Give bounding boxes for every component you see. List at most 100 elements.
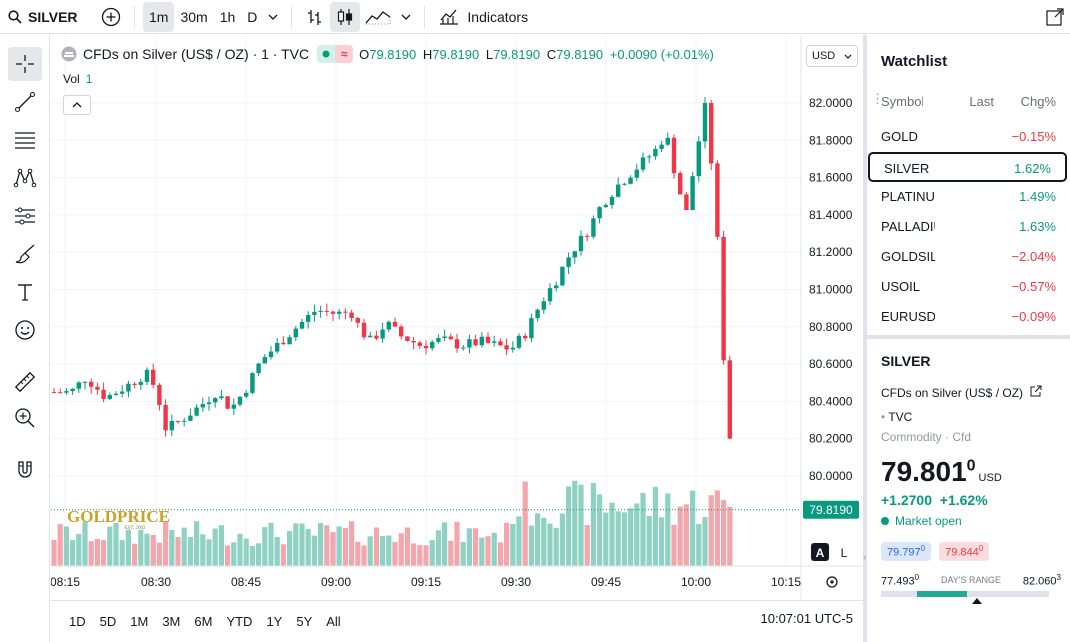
- bar-chart-type-button[interactable]: [300, 2, 330, 32]
- time-tick-label: 08:45: [231, 575, 261, 589]
- volume-bar: [479, 537, 485, 566]
- volume-bar: [299, 523, 305, 566]
- candle-body: [132, 383, 137, 385]
- volume-bar: [473, 528, 479, 566]
- volume-value: 1: [85, 72, 93, 86]
- watchlist-title[interactable]: Watchlist: [881, 53, 948, 70]
- range-1d[interactable]: 1D: [69, 614, 86, 629]
- watchlist-row-platinum[interactable]: PLATINUM2,112.01.49%: [867, 182, 1070, 212]
- price-tick-label: 80.0000: [809, 469, 853, 483]
- drag-handle-icon[interactable]: ⋮: [871, 91, 884, 106]
- symbol-search[interactable]: SILVER: [0, 0, 96, 34]
- candle-body: [423, 345, 429, 349]
- auto-scale-label: A: [816, 546, 825, 560]
- range-ytd[interactable]: YTD: [226, 614, 253, 629]
- watchlist-change: −0.57%: [1011, 279, 1056, 294]
- candle-body: [268, 351, 274, 358]
- compare-button[interactable]: [96, 2, 126, 32]
- magnet-icon: [18, 461, 32, 478]
- chart-settings-gear-icon[interactable]: [826, 576, 838, 588]
- watchlist-change: 1.49%: [1019, 189, 1056, 204]
- market-open-badge: [317, 45, 336, 63]
- interval-30m[interactable]: 30m: [180, 8, 208, 25]
- candle-body: [516, 335, 522, 348]
- fib-tool[interactable]: [8, 123, 42, 157]
- text-tool[interactable]: [8, 275, 42, 309]
- trend-line-tool[interactable]: [8, 85, 42, 119]
- candle-body: [671, 137, 677, 174]
- candle-body: [529, 318, 534, 339]
- area-chart-type-button[interactable]: [360, 2, 396, 32]
- bid-price: 79.7970: [881, 542, 932, 561]
- pattern-tool[interactable]: [8, 161, 42, 195]
- zoom-in-icon: [15, 408, 35, 428]
- volume-bar: [541, 517, 547, 566]
- interval-1h[interactable]: 1h: [219, 8, 236, 25]
- range-1y[interactable]: 1Y: [266, 614, 283, 629]
- log-scale-button[interactable]: L: [841, 546, 848, 560]
- emoji-tool[interactable]: [8, 313, 42, 347]
- interval-d[interactable]: D: [247, 8, 258, 25]
- candle-body: [262, 357, 267, 364]
- auto-scale-button[interactable]: [811, 543, 829, 561]
- watchlist-row-silver[interactable]: SILVER79.80101.62%: [868, 152, 1067, 182]
- range-1m[interactable]: 1M: [130, 614, 149, 629]
- watchlist-row-goldsilver[interactable]: GOLDSILVER62.288−2.04%: [867, 242, 1070, 272]
- chart-type-dropdown[interactable]: [396, 2, 416, 32]
- candle-body: [231, 404, 236, 409]
- volume-bar: [491, 532, 497, 566]
- chart-pane[interactable]: 82.0000 81.8000 81.6000 81.4000 81.2000 81.00…: [51, 35, 863, 600]
- volume-bar: [150, 535, 156, 566]
- magnet-tool[interactable]: [8, 453, 42, 487]
- crosshair-tool[interactable]: [8, 47, 42, 81]
- volume-bar: [671, 524, 677, 566]
- volume-bar: [504, 522, 510, 566]
- chevron-down-icon: [844, 54, 852, 59]
- fullscreen-button[interactable]: [1040, 2, 1070, 32]
- indicators-button[interactable]: Indicators: [433, 0, 534, 34]
- range-3m[interactable]: 3M: [162, 614, 181, 629]
- volume-bar: [454, 521, 460, 566]
- volume-bar: [547, 523, 553, 566]
- top-toolbar: SILVER 1m 30m 1h D Indicators: [0, 0, 1070, 34]
- price-tick-label: 81.4000: [809, 208, 853, 222]
- candle-body: [411, 341, 416, 343]
- chevron-down-icon: [401, 14, 411, 20]
- volume-bar: [94, 538, 100, 566]
- candle-body: [188, 415, 193, 421]
- candle-body: [523, 335, 528, 339]
- market-status[interactable]: Market open: [881, 514, 1061, 528]
- measure-tool[interactable]: [8, 365, 42, 399]
- watchlist-row-eurusd[interactable]: EURUSD1.17608−0.09%: [867, 302, 1070, 332]
- clock-timezone[interactable]: 10:07:01 UTC-5: [760, 611, 854, 626]
- watchlist-row-palladium[interactable]: PALLADIUM1,705.71.63%: [867, 212, 1070, 242]
- range-all[interactable]: All: [326, 614, 341, 629]
- data-delayed-badge[interactable]: ≈: [335, 45, 354, 63]
- brush-tool[interactable]: [8, 237, 42, 271]
- range-5d[interactable]: 5D: [99, 614, 117, 629]
- candle-body: [343, 311, 348, 313]
- collapse-legend-button[interactable]: [63, 95, 91, 115]
- interval-1m[interactable]: 1m: [143, 1, 175, 32]
- panel-divider[interactable]: [863, 35, 867, 642]
- expand-panel-arrow[interactable]: ›: [863, 552, 867, 563]
- watchlist-row-usoil[interactable]: USOIL66.28−0.57%: [867, 272, 1070, 302]
- column-last[interactable]: Last: [969, 94, 994, 109]
- zoom-tool[interactable]: [8, 401, 42, 435]
- watchlist-row-gold[interactable]: GOLD4,993.7−0.15%: [867, 122, 1070, 152]
- range-6m[interactable]: 6M: [194, 614, 213, 629]
- column-symbol[interactable]: Symbol: [881, 94, 923, 109]
- details-name[interactable]: CFDs on Silver (US$ / OZ): [881, 385, 1061, 400]
- details-symbol[interactable]: SILVER: [881, 353, 931, 369]
- interval-dropdown[interactable]: [263, 2, 283, 32]
- range-5y[interactable]: 5Y: [296, 614, 313, 629]
- column-chg[interactable]: Chg%: [1020, 94, 1056, 109]
- volume-bar: [516, 516, 522, 566]
- volume-bar: [696, 524, 702, 566]
- price-chart[interactable]: 82.0000 81.8000 81.6000 81.4000 81.2000 81.00…: [51, 35, 863, 600]
- currency-select[interactable]: USD: [806, 45, 858, 67]
- volume-bar: [57, 524, 63, 566]
- forecast-tool[interactable]: [8, 199, 42, 233]
- candles-chart-type-button[interactable]: [330, 1, 361, 32]
- legend-title[interactable]: CFDs on Silver (US$ / OZ) · 1 · TVC: [83, 46, 310, 62]
